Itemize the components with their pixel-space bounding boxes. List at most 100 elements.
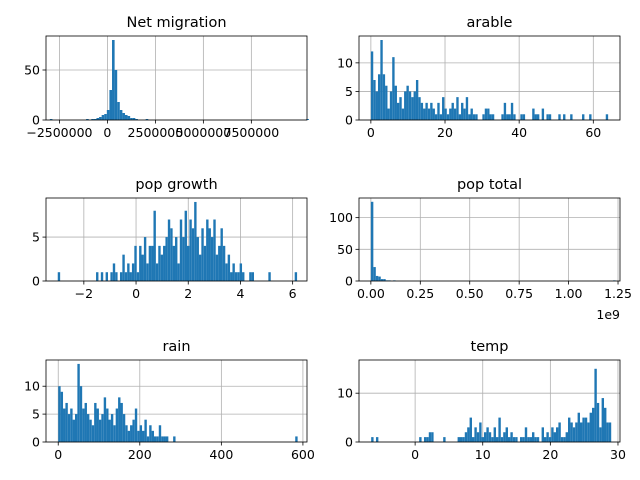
- histogram-bar: [79, 386, 83, 442]
- histogram-bar: [106, 110, 110, 120]
- subplot-title: arable: [467, 15, 513, 31]
- histogram-bar: [306, 119, 309, 120]
- histogram-bar: [122, 414, 126, 442]
- histogram-bar: [468, 114, 471, 120]
- histogram-bar: [91, 119, 94, 120]
- x-tick-label: 10: [475, 447, 491, 462]
- histogram-bar: [144, 419, 147, 442]
- histogram-bar: [515, 437, 518, 442]
- histogram-bar: [165, 436, 169, 442]
- histogram-bar: [94, 402, 97, 442]
- histogram-bar: [139, 425, 143, 442]
- histogram-bar: [127, 116, 131, 120]
- histogram-bar: [151, 430, 154, 442]
- histogram-bar: [394, 85, 397, 120]
- histogram-bar: [488, 432, 492, 442]
- histogram-bar: [119, 272, 123, 281]
- histogram-bar: [481, 437, 484, 442]
- histogram-bar: [476, 432, 480, 442]
- histogram-bar: [117, 102, 120, 120]
- x-tick-label: 0.50: [456, 286, 484, 301]
- histogram-bar: [404, 91, 407, 120]
- histogram-bar: [129, 272, 132, 281]
- axes-frame: [358, 197, 621, 282]
- histogram-bar: [375, 437, 379, 442]
- histogram-bar: [119, 110, 123, 120]
- y-tick-label: 10: [24, 379, 40, 394]
- x-tick-label: 2500000: [128, 125, 184, 140]
- histogram-bar: [548, 114, 552, 120]
- histogram-bar: [439, 114, 443, 120]
- histogram-bar: [387, 108, 390, 120]
- x-tick-label: 1.25: [604, 286, 632, 301]
- x-tick-label: −2: [75, 286, 93, 301]
- histogram-bar: [158, 245, 161, 281]
- histogram-bar: [230, 272, 233, 281]
- histogram-bar: [456, 97, 459, 120]
- histogram-bar: [589, 412, 593, 442]
- histogram-bar: [234, 272, 238, 281]
- histogram-bar: [568, 417, 571, 442]
- histogram-bar: [458, 114, 462, 120]
- histogram-bar: [383, 279, 386, 281]
- histogram-bar: [375, 275, 379, 281]
- histogram-bar: [575, 422, 578, 442]
- histogram-bar: [65, 402, 68, 442]
- histogram-bar: [536, 114, 540, 120]
- histogram-bar: [432, 108, 435, 120]
- histogram-bar: [519, 437, 523, 442]
- histogram-bar: [556, 427, 559, 442]
- histogram-bar: [132, 118, 136, 120]
- x-tick-label: 0.75: [505, 286, 533, 301]
- histogram-bar: [155, 263, 159, 281]
- histogram-bar: [120, 402, 123, 442]
- histogram-bar: [130, 118, 133, 120]
- x-tick-label: 0: [54, 447, 62, 462]
- y-tick-label: 10: [337, 386, 353, 401]
- histogram-bar: [225, 263, 228, 281]
- axes-frame: [45, 35, 308, 121]
- subplot-title: pop total: [457, 177, 522, 193]
- histogram-bar: [163, 245, 166, 281]
- histogram-bar: [93, 119, 97, 120]
- histogram-bar: [420, 102, 424, 120]
- histogram-bar: [465, 97, 469, 120]
- histogram-bar: [546, 114, 549, 120]
- histogram-bar: [109, 90, 113, 120]
- y-tick-label: 10: [337, 55, 353, 70]
- histogram-bar: [577, 412, 581, 442]
- histogram-bar: [491, 114, 495, 120]
- histogram-bar: [474, 427, 477, 442]
- histogram-bar: [196, 237, 199, 281]
- histogram-bar: [134, 245, 137, 281]
- histogram-bar: [100, 272, 104, 281]
- histogram-bar: [551, 427, 554, 442]
- x-offset-label: 1e9: [596, 307, 620, 322]
- histogram-bar: [172, 245, 176, 281]
- histogram-bar: [437, 102, 440, 120]
- histogram-bar: [582, 114, 585, 120]
- axes-frame: [45, 359, 308, 443]
- histogram-bar: [156, 436, 159, 442]
- histogram-bar: [124, 272, 128, 281]
- histogram-bar: [527, 437, 530, 442]
- histogram-bar: [131, 263, 135, 281]
- axes-frame: [45, 197, 308, 282]
- histogram-bar: [70, 408, 73, 442]
- x-tick-label: 400: [209, 447, 233, 462]
- histogram-bar: [472, 114, 476, 120]
- histogram-bar: [142, 430, 145, 442]
- histogram-bar: [135, 119, 138, 120]
- histogram-bar: [560, 437, 564, 442]
- histogram-bar: [96, 118, 100, 120]
- histogram-bar: [167, 219, 171, 281]
- histogram-bar: [146, 263, 149, 281]
- histogram-bar: [401, 108, 405, 120]
- histogram-bar: [375, 91, 378, 120]
- subplot-title: Net migration: [126, 15, 226, 31]
- histogram-bar: [529, 437, 532, 442]
- histogram-bar: [599, 427, 602, 442]
- histogram-bar: [601, 398, 605, 442]
- histogram-bar: [67, 414, 71, 442]
